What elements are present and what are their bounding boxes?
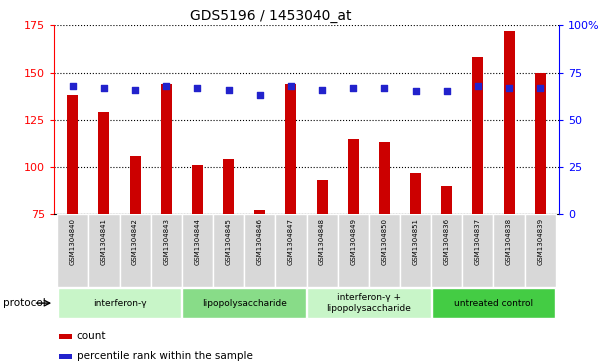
- Point: [224, 87, 233, 93]
- Bar: [525, 214, 556, 287]
- Bar: [99, 112, 109, 214]
- Text: GSM1304846: GSM1304846: [257, 218, 263, 265]
- Bar: [58, 288, 182, 318]
- Point: [68, 83, 78, 89]
- Bar: [223, 159, 234, 214]
- Point: [193, 85, 203, 91]
- Text: GSM1304844: GSM1304844: [195, 218, 201, 265]
- Text: percentile rank within the sample: percentile rank within the sample: [77, 351, 252, 360]
- Point: [504, 85, 514, 91]
- Text: GSM1304850: GSM1304850: [382, 218, 388, 265]
- Text: GSM1304840: GSM1304840: [70, 218, 76, 265]
- Bar: [348, 139, 359, 214]
- Point: [99, 85, 109, 91]
- Point: [317, 87, 327, 93]
- Bar: [183, 288, 306, 318]
- Bar: [307, 288, 430, 318]
- Text: interferon-γ: interferon-γ: [93, 299, 147, 307]
- Bar: [130, 156, 141, 214]
- Bar: [472, 57, 483, 214]
- Text: GSM1304848: GSM1304848: [319, 218, 325, 265]
- Text: GSM1304843: GSM1304843: [163, 218, 169, 265]
- Bar: [59, 334, 72, 339]
- Text: GSM1304837: GSM1304837: [475, 218, 481, 265]
- Bar: [338, 214, 369, 287]
- Point: [473, 83, 483, 89]
- Text: untreated control: untreated control: [454, 299, 533, 307]
- Bar: [254, 211, 265, 214]
- Text: lipopolysaccharide: lipopolysaccharide: [202, 299, 287, 307]
- Bar: [182, 214, 213, 287]
- Bar: [275, 214, 307, 287]
- Point: [130, 87, 140, 93]
- Point: [380, 85, 389, 91]
- Bar: [493, 214, 525, 287]
- Bar: [369, 214, 400, 287]
- Bar: [504, 31, 514, 214]
- Bar: [432, 288, 555, 318]
- Bar: [244, 214, 275, 287]
- Bar: [441, 186, 452, 214]
- Text: GSM1304847: GSM1304847: [288, 218, 294, 265]
- Bar: [535, 73, 546, 214]
- Bar: [120, 214, 151, 287]
- Point: [349, 85, 358, 91]
- Bar: [410, 173, 421, 214]
- Bar: [59, 354, 72, 359]
- Text: GSM1304842: GSM1304842: [132, 218, 138, 265]
- Text: count: count: [77, 331, 106, 341]
- Bar: [88, 214, 120, 287]
- Bar: [431, 214, 462, 287]
- Point: [255, 92, 264, 98]
- Text: GSM1304851: GSM1304851: [412, 218, 418, 265]
- Text: GSM1304836: GSM1304836: [444, 218, 450, 265]
- Text: GDS5196 / 1453040_at: GDS5196 / 1453040_at: [190, 9, 351, 23]
- Bar: [213, 214, 244, 287]
- Bar: [192, 165, 203, 214]
- Bar: [307, 214, 338, 287]
- Text: GSM1304841: GSM1304841: [101, 218, 107, 265]
- Bar: [161, 84, 172, 214]
- Point: [410, 89, 420, 94]
- Text: interferon-γ +
lipopolysaccharide: interferon-γ + lipopolysaccharide: [326, 293, 411, 313]
- Text: GSM1304845: GSM1304845: [225, 218, 231, 265]
- Text: GSM1304839: GSM1304839: [537, 218, 543, 265]
- Bar: [462, 214, 493, 287]
- Bar: [57, 214, 88, 287]
- Point: [286, 83, 296, 89]
- Bar: [379, 142, 390, 214]
- Text: protocol: protocol: [3, 298, 46, 308]
- Bar: [67, 95, 78, 214]
- Bar: [151, 214, 182, 287]
- Point: [162, 83, 171, 89]
- Point: [535, 85, 545, 91]
- Text: GSM1304838: GSM1304838: [506, 218, 512, 265]
- Bar: [285, 84, 296, 214]
- Bar: [400, 214, 431, 287]
- Point: [442, 89, 451, 94]
- Bar: [317, 180, 328, 214]
- Text: GSM1304849: GSM1304849: [350, 218, 356, 265]
